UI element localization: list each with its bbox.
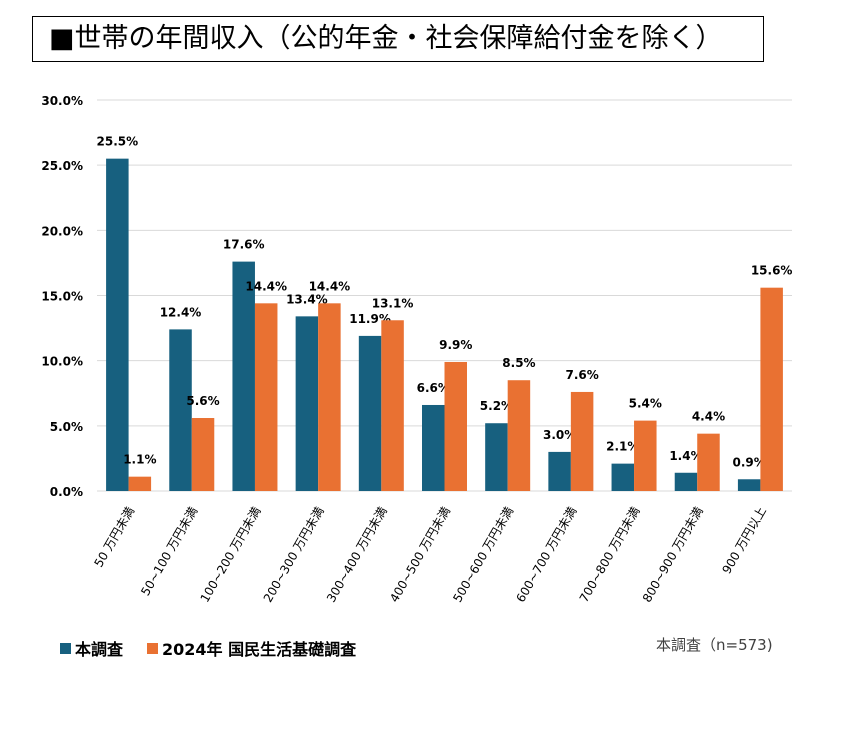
x-tick-label: 50 万円未満 xyxy=(92,505,138,570)
data-label: 15.6% xyxy=(751,264,793,278)
y-tick-label: 10.0% xyxy=(41,355,83,369)
bar-series1 xyxy=(485,423,508,491)
x-tick-label: 700~800 万円未満 xyxy=(577,505,643,605)
legend-label-series1: 本調査 xyxy=(75,640,124,659)
y-tick-label: 0.0% xyxy=(50,485,83,499)
bar-series1 xyxy=(611,463,635,491)
bar-series1 xyxy=(358,335,382,491)
x-tick-label: 500~600 万円未満 xyxy=(450,505,516,605)
bar-series2 xyxy=(697,433,720,491)
x-tick-label: 400~500 万円未満 xyxy=(387,505,453,605)
data-label: 9.9% xyxy=(439,338,472,352)
data-label: 3.0% xyxy=(543,428,576,442)
y-tick-label: 30.0% xyxy=(41,94,83,108)
bar-series2 xyxy=(318,303,341,491)
bar-series2 xyxy=(444,361,467,491)
legend-item-series1: 本調査 xyxy=(60,636,123,660)
bar-series2 xyxy=(128,476,152,491)
bar-series1 xyxy=(737,479,761,491)
data-label: 5.6% xyxy=(186,394,219,408)
y-tick-label: 5.0% xyxy=(50,420,83,434)
bar-series1 xyxy=(674,472,698,491)
data-label: 4.4% xyxy=(692,410,725,424)
data-label: 0.9% xyxy=(733,455,766,469)
bar-series1 xyxy=(232,261,255,491)
data-label: 13.1% xyxy=(372,296,414,310)
bar-series2 xyxy=(381,320,404,491)
chart-title: ■世帯の年間収入（公的年金・社会保障給付金を除く） xyxy=(49,23,723,54)
y-tick-label: 15.0% xyxy=(41,290,83,304)
data-label: 1.4% xyxy=(669,449,702,463)
x-tick-label: 300~400 万円未満 xyxy=(324,505,390,605)
bar-series2 xyxy=(634,420,657,491)
y-tick-label: 25.0% xyxy=(41,159,83,173)
legend-label-series2: 2024年 国民生活基礎調査 xyxy=(162,640,357,659)
bar-series2 xyxy=(254,303,278,491)
data-label: 13.4% xyxy=(286,292,328,306)
x-tick-label: 200~300 万円未満 xyxy=(261,505,327,605)
data-label: 11.9% xyxy=(349,312,391,326)
bar-series2 xyxy=(507,380,531,491)
x-tick-label: 900 万円以上 xyxy=(720,505,769,577)
data-label: 7.6% xyxy=(565,368,598,382)
data-label: 25.5% xyxy=(97,135,139,149)
legend-item-series2: 2024年 国民生活基礎調査 xyxy=(147,636,356,660)
data-label: 5.2% xyxy=(480,399,513,413)
data-label: 8.5% xyxy=(502,356,535,370)
bar-series1 xyxy=(295,316,319,491)
x-tick-label: 600~700 万円未満 xyxy=(513,505,579,605)
data-label: 6.6% xyxy=(417,381,450,395)
y-tick-label: 20.0% xyxy=(41,224,83,238)
legend: 本調査 2024年 国民生活基礎調査 xyxy=(60,636,380,660)
sample-size-note: 本調査（n=573) xyxy=(656,636,773,654)
legend-swatch-series1 xyxy=(60,642,71,654)
bar-series2 xyxy=(570,391,594,491)
bar-series1 xyxy=(548,451,571,491)
data-label: 14.4% xyxy=(309,279,351,293)
title-box: ■世帯の年間収入（公的年金・社会保障給付金を除く） xyxy=(32,16,764,62)
x-tick-label: 100~200 万円未満 xyxy=(198,505,264,605)
bar-series2 xyxy=(760,287,783,491)
bar-series1 xyxy=(422,404,445,491)
data-label: 12.4% xyxy=(160,305,202,319)
x-tick-label: 50~100 万円未満 xyxy=(138,505,200,599)
data-label: 14.4% xyxy=(245,279,287,293)
data-label: 5.4% xyxy=(629,397,662,411)
bar-series2 xyxy=(191,418,215,491)
bar-series1 xyxy=(106,158,129,491)
data-label: 2.1% xyxy=(606,440,639,454)
x-tick-label: 800~900 万円未満 xyxy=(640,505,706,605)
data-label: 1.1% xyxy=(123,453,156,467)
data-label: 17.6% xyxy=(223,238,265,252)
legend-swatch-series2 xyxy=(147,642,159,654)
bar-series1 xyxy=(169,329,192,491)
